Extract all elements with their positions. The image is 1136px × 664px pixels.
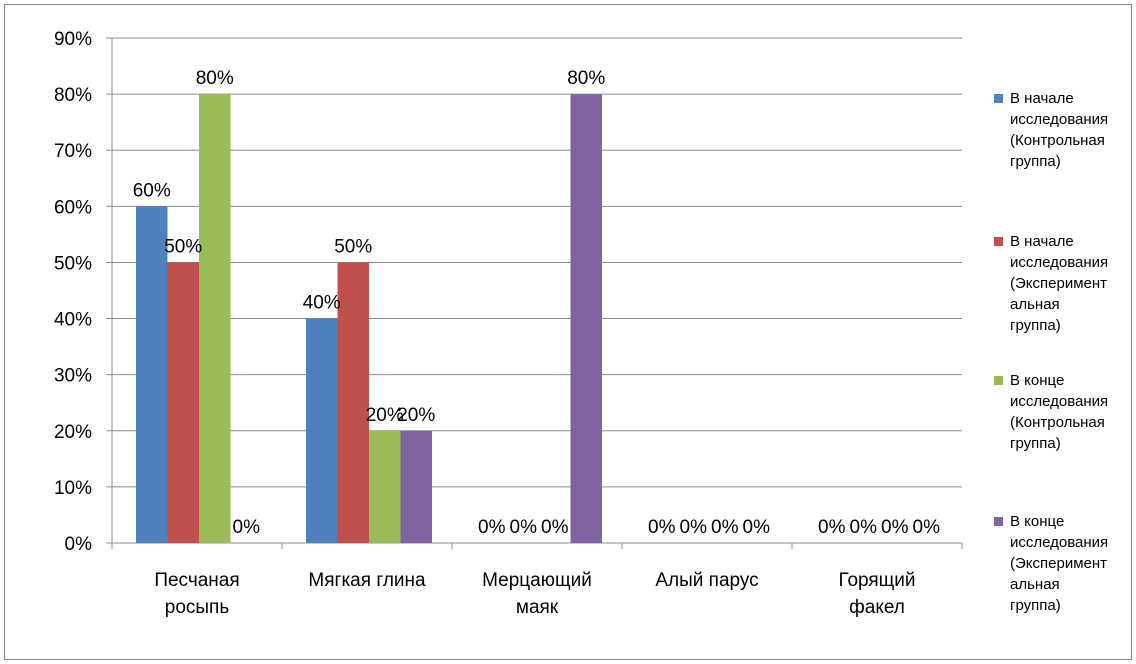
legend-swatch (994, 237, 1003, 246)
legend-label-line: (Эксперимент (1010, 275, 1108, 292)
category-label: Мягкая глина (308, 570, 426, 591)
data-label: 0% (680, 517, 708, 538)
legend-swatch (994, 517, 1003, 526)
category-label: Мерцающий (482, 570, 592, 591)
y-tick-label: 80% (54, 85, 92, 106)
data-label: 0% (648, 517, 676, 538)
y-tick-label: 0% (65, 534, 93, 555)
legend-label: В начале исследования (Эксперимент альная гр… (1010, 231, 1134, 336)
legend-label-line: группа) (1010, 153, 1061, 170)
bar (306, 318, 338, 543)
data-label: 0% (711, 517, 739, 538)
legend-label-line: группа) (1010, 435, 1061, 452)
y-tick-label: 30% (54, 366, 92, 387)
bar (400, 430, 432, 543)
data-label: 50% (164, 236, 202, 257)
data-label: 20% (397, 405, 435, 426)
legend-label: В начале исследования (Контрольная группа) (1010, 88, 1134, 172)
bar (199, 94, 231, 543)
category-label: Алый парус (655, 570, 758, 591)
y-tick-label: 70% (54, 141, 92, 162)
data-label: 50% (334, 236, 372, 257)
data-label: 0% (478, 517, 506, 538)
legend-label-line: альная (1010, 576, 1060, 593)
legend-label-line: альная (1010, 296, 1060, 313)
bar (337, 262, 369, 543)
bar (369, 430, 401, 543)
legend-label-line: В начале (1010, 233, 1074, 250)
data-label: 80% (567, 68, 605, 89)
y-tick-label: 10% (54, 478, 92, 499)
data-label: 0% (850, 517, 878, 538)
data-label: 60% (133, 180, 171, 201)
legend-swatch (994, 94, 1003, 103)
y-tick-label: 90% (54, 29, 92, 50)
data-label: 0% (743, 517, 771, 538)
legend-label-line: В начале (1010, 90, 1074, 107)
legend-label-line: исследования (1010, 534, 1109, 551)
legend-label-line: группа) (1010, 597, 1061, 614)
legend-label: В конце исследования (Контрольная группа) (1010, 370, 1134, 454)
data-label: 0% (541, 517, 569, 538)
category-label: маяк (516, 597, 559, 618)
y-tick-label: 20% (54, 422, 92, 443)
legend-label-line: (Эксперимент (1010, 555, 1108, 572)
data-label: 0% (913, 517, 941, 538)
data-label: 40% (303, 293, 341, 314)
legend-label-line: исследования (1010, 393, 1109, 410)
data-label: 20% (366, 405, 404, 426)
legend-swatch (994, 376, 1003, 385)
data-label: 0% (510, 517, 538, 538)
data-label: 0% (818, 517, 846, 538)
bar (570, 94, 602, 543)
data-label: 0% (233, 517, 261, 538)
category-label: росыпь (165, 597, 230, 618)
category-label: факел (849, 597, 905, 618)
legend-label-line: В конце (1010, 513, 1065, 530)
legend-label-line: (Контрольная (1010, 132, 1105, 149)
y-tick-label: 40% (54, 310, 92, 331)
data-label: 80% (196, 68, 234, 89)
legend-label-line: исследования (1010, 254, 1109, 271)
y-tick-label: 50% (54, 253, 92, 274)
legend-label-line: исследования (1010, 111, 1109, 128)
legend-label-line: (Контрольная (1010, 414, 1105, 431)
legend-label-line: группа) (1010, 317, 1061, 334)
bar (136, 206, 168, 544)
category-label: Горящий (838, 570, 915, 591)
bar (167, 262, 199, 543)
legend-label: В конце исследования (Эксперимент альная гру… (1010, 511, 1134, 616)
y-tick-label: 60% (54, 197, 92, 218)
category-label: Песчаная (154, 570, 239, 591)
legend-label-line: В конце (1010, 372, 1065, 389)
data-label: 0% (881, 517, 909, 538)
